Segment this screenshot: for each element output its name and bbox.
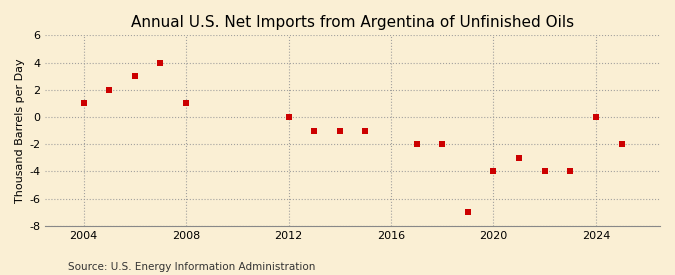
Point (616, 142, 627, 146)
Point (155, 60, 166, 65)
Point (130, 74, 140, 78)
Point (411, 142, 422, 146)
Point (334, 128, 345, 133)
Point (565, 169, 576, 174)
Point (514, 156, 524, 160)
Point (539, 169, 550, 174)
Point (488, 169, 499, 174)
Point (181, 101, 192, 106)
Point (283, 115, 294, 119)
Text: Source: U.S. Energy Information Administration: Source: U.S. Energy Information Administ… (68, 262, 315, 272)
Point (78, 101, 89, 106)
Point (104, 87, 115, 92)
Point (437, 142, 448, 146)
Point (462, 210, 473, 214)
Point (360, 128, 371, 133)
Point (308, 128, 319, 133)
Point (591, 115, 601, 119)
Y-axis label: Thousand Barrels per Day: Thousand Barrels per Day (15, 58, 25, 203)
Title: Annual U.S. Net Imports from Argentina of Unfinished Oils: Annual U.S. Net Imports from Argentina o… (131, 15, 574, 30)
